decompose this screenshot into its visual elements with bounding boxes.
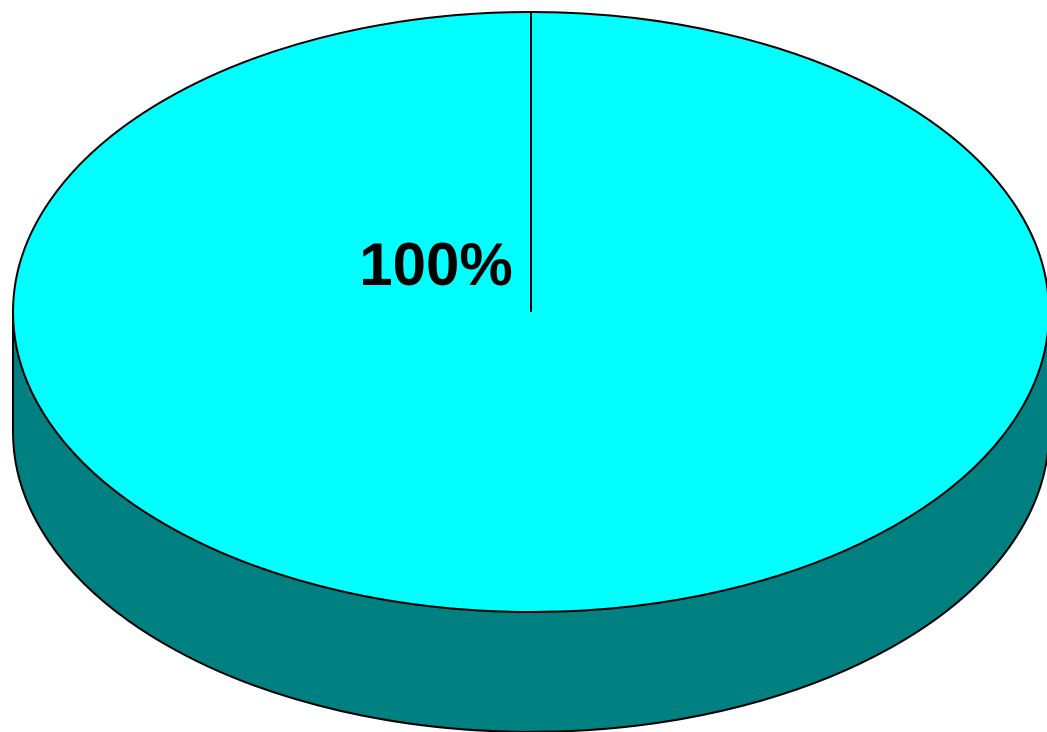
pie-data-label-0: 100%	[359, 231, 512, 298]
pie-labels-layer: 100%	[359, 231, 512, 298]
pie-marks-layer	[12, 11, 1047, 732]
